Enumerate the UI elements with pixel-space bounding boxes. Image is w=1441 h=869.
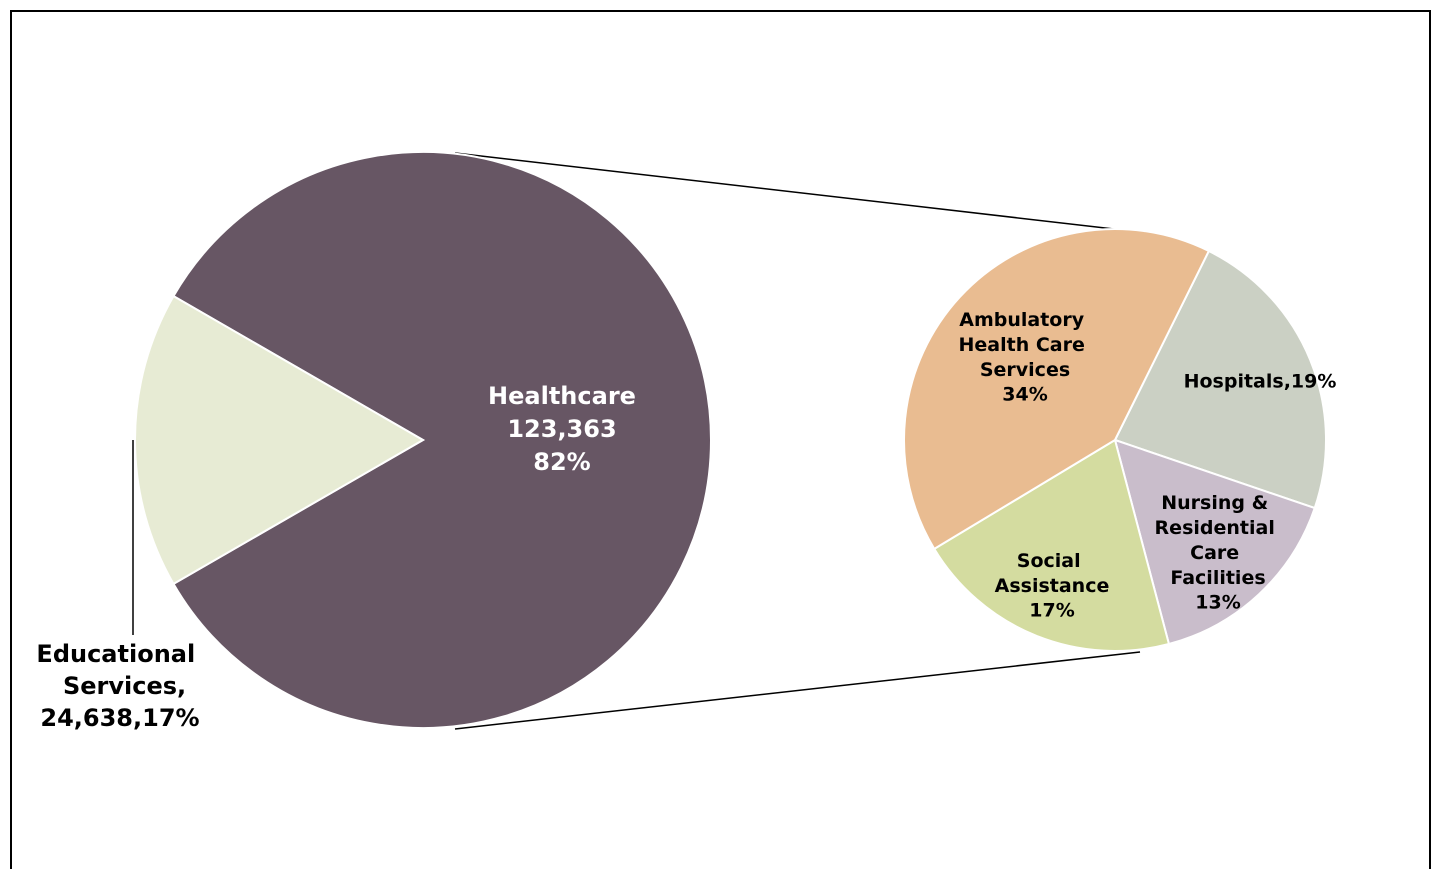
label-separator: , (177, 672, 186, 700)
slice-label: Ambulatory Health Care Services (959, 309, 1092, 381)
slice-label: Educational Services (36, 640, 203, 700)
pie-slice (903, 227, 1211, 551)
slice-value-label: 123,363 (507, 415, 616, 443)
connector-line (454, 651, 1141, 730)
slice-label: 19% (1291, 371, 1336, 393)
connector-line (454, 152, 1141, 233)
slice-value-label: 34% (1002, 384, 1047, 406)
label-separator: , (133, 704, 142, 732)
pie-slice (932, 438, 1171, 652)
slice-label: Healthcare (488, 382, 636, 410)
pie-slice (134, 294, 426, 586)
pie-slice (1113, 438, 1316, 646)
slice-label: 24,638 (40, 704, 133, 732)
slice-percent-label: 82% (533, 448, 590, 476)
label-separator: , (1284, 371, 1291, 393)
slice-label: Social Assistance (995, 550, 1110, 597)
slice-label: Hospitals (1184, 371, 1284, 393)
pie-slice (172, 151, 712, 729)
slice-value-label: 17% (1029, 600, 1074, 622)
pie-slice (1113, 249, 1327, 510)
slice-label: Nursing & Residential Care Facilities (1155, 492, 1282, 589)
slice-value-label: 13% (1195, 592, 1240, 614)
slice-label: 17% (142, 704, 199, 732)
